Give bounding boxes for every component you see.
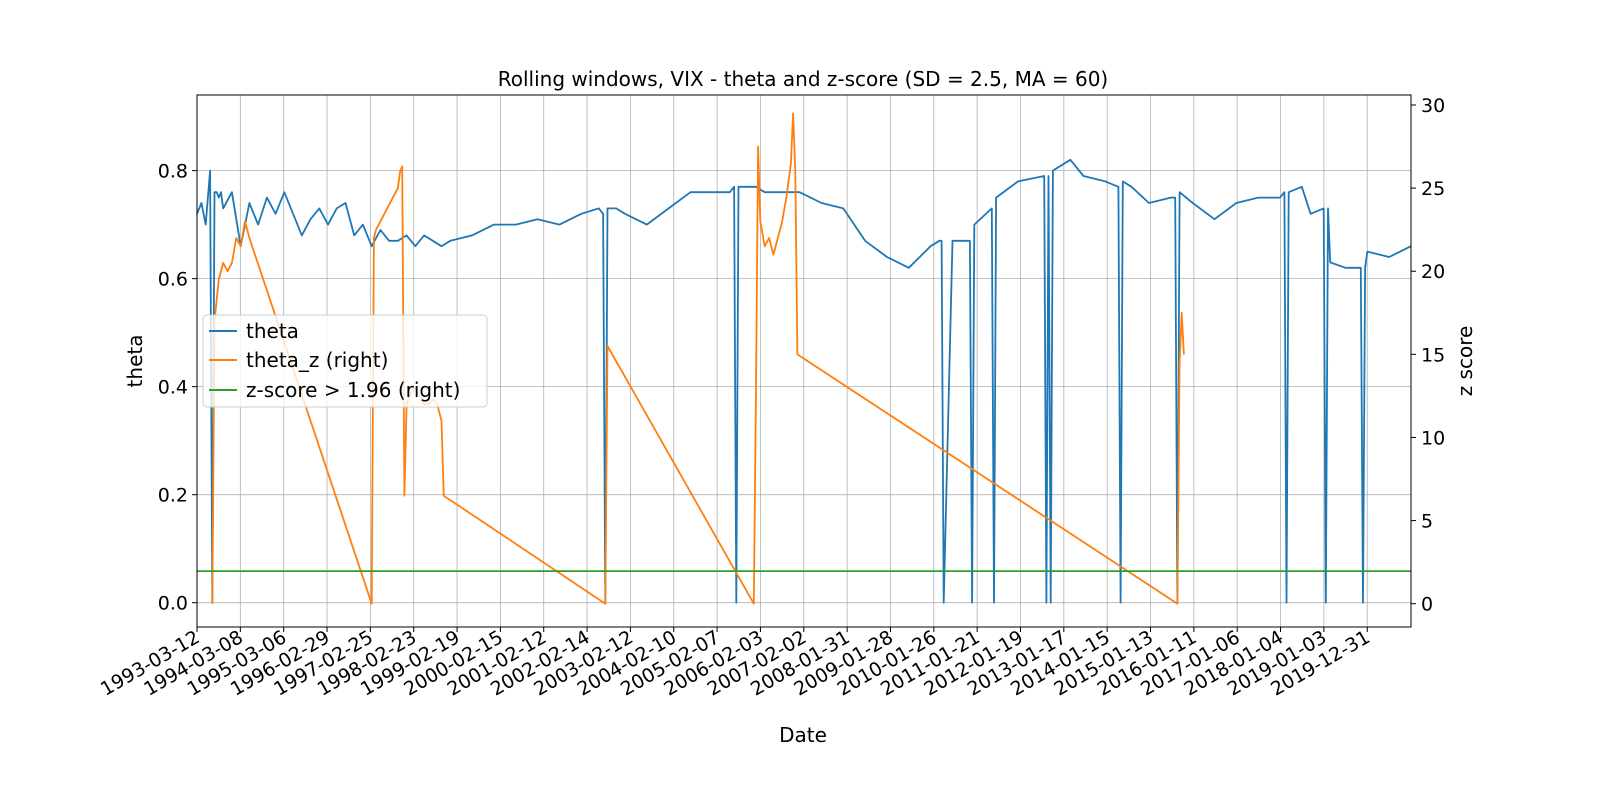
legend-box: [202, 314, 488, 408]
y-left-tick-label: 0.6: [158, 269, 188, 291]
legend-label-z-threshold: z-score > 1.96 (right): [246, 378, 460, 402]
y-right-tick-label: 5: [1421, 511, 1433, 533]
y-left-axis-label: theta: [123, 335, 147, 388]
y-left-tick-label: 0.4: [158, 377, 188, 399]
y-left-axis-ticks: 0.0 0.2 0.4 0.6 0.8: [158, 161, 197, 615]
y-right-tick-label: 25: [1421, 178, 1445, 200]
x-axis-label: Date: [779, 723, 827, 747]
y-right-tick-label: 30: [1421, 95, 1445, 117]
legend-label-theta: theta: [246, 319, 299, 343]
chart-title: Rolling windows, VIX - theta and z-score…: [498, 67, 1109, 91]
y-left-tick-label: 0.0: [158, 593, 188, 615]
series-line-theta: [196, 158, 1412, 604]
y-right-tick-label: 15: [1421, 344, 1445, 366]
y-right-tick-label: 20: [1421, 261, 1445, 283]
y-right-axis-label: z score: [1453, 326, 1477, 397]
y-right-tick-label: 10: [1421, 427, 1445, 449]
y-left-tick-label: 0.2: [158, 485, 188, 507]
grid-lines: [196, 95, 1411, 627]
y-right-axis-ticks: 0 5 10 15 20 25 30: [1411, 95, 1445, 616]
legend: theta theta_z (right) z-score > 1.96 (ri…: [202, 314, 488, 408]
y-left-tick-label: 0.8: [158, 161, 188, 183]
legend-label-theta-z: theta_z (right): [246, 348, 388, 372]
y-right-tick-label: 0: [1421, 594, 1433, 616]
